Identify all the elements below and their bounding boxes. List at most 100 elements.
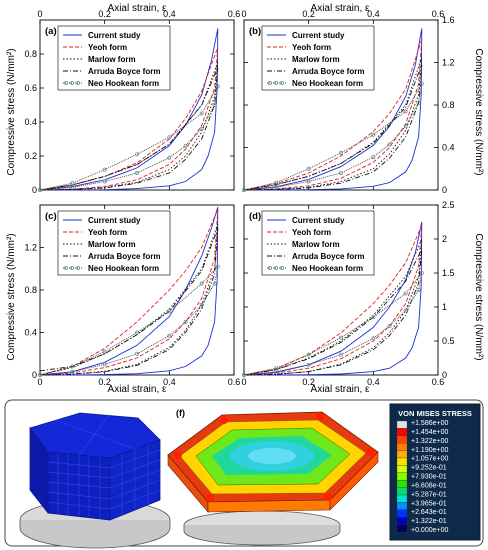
y-tick-label: 0.2	[24, 151, 37, 161]
series-point	[102, 362, 107, 367]
right-axis-label-bottom: Compressive stress (N/mm²)	[473, 233, 484, 360]
y-tick-label: 0.6	[24, 83, 37, 93]
bottom-axis-label-right: Axial strain, ε	[311, 384, 370, 395]
series-point	[339, 171, 343, 175]
fe-simulation-panel: (e) (f) VON MISES STRESS	[4, 399, 484, 549]
legend-label: Current study	[88, 31, 141, 40]
series-line-4	[243, 248, 423, 376]
colorbar-swatch	[396, 450, 408, 459]
colorbar-title: VON MISES STRESS	[398, 409, 472, 418]
colorbar-label: +3.965e-01	[411, 500, 447, 507]
series-line-4	[39, 67, 219, 191]
series-line-1	[243, 28, 423, 191]
legend-label: Marlow form	[292, 55, 340, 64]
subfigure-e-label: (e)	[27, 416, 38, 426]
top-axis-label: Axial strain, ε	[108, 3, 167, 14]
x-tick-label: 0.2	[302, 9, 315, 19]
legend-label: Yeoh form	[88, 43, 127, 52]
chart-panel-1: 0 0.2 0.4 0.6 0 0.2 0.4 0.6 0.8 (a) Current study Y…	[24, 9, 240, 195]
chart-panel-2: 0 0.2 0.4 0.6 0 0.4 0.8 1.2 1.6 (b) Current study Y…	[241, 9, 454, 195]
series-point	[102, 179, 107, 184]
x-tick-label: 0	[37, 9, 42, 19]
legend-label: Marlow form	[88, 55, 136, 64]
y-tick-label: 0	[32, 370, 37, 380]
legend-label: Current study	[292, 31, 345, 40]
series-point	[199, 126, 204, 131]
y-tick-label: 0	[32, 185, 37, 195]
series-point	[102, 167, 107, 172]
series-point	[306, 352, 311, 357]
series-point	[274, 185, 279, 190]
y-tick-label: 1.6	[442, 15, 455, 25]
x-tick-label: 0	[37, 377, 42, 387]
y-tick-label: 1	[442, 302, 447, 312]
series-point	[167, 309, 172, 314]
x-tick-label: 0.6	[228, 9, 241, 19]
legend-label: Neo Hookean form	[88, 264, 159, 273]
series-point	[70, 364, 75, 369]
panel-label: (a)	[45, 26, 57, 37]
y-tick-label: 2	[442, 234, 447, 244]
legend-label: Arruda Boyce form	[88, 67, 160, 76]
series-point	[199, 111, 204, 116]
series-point	[102, 349, 107, 354]
legend: Current study Yeoh form Marlow form Arruda …	[261, 210, 375, 276]
series-point	[70, 185, 75, 190]
subfigure-f-label: (f)	[176, 408, 185, 418]
figure-labels: Axial strain, ε Axial strain, ε Axial st…	[6, 3, 484, 395]
series-point	[403, 124, 408, 129]
legend-label: Neo Hookean form	[292, 264, 363, 273]
colorbar-label: +1.057e+00	[411, 456, 448, 463]
series-point	[242, 188, 246, 192]
series-point	[135, 152, 139, 157]
y-tick-label: 0.5	[442, 336, 455, 346]
series-point	[419, 81, 424, 86]
colorbar-swatch	[396, 472, 408, 481]
colorbar-label: +5.287e-01	[411, 491, 447, 498]
mesh-lines	[47, 414, 161, 519]
series-point	[306, 179, 311, 184]
y-tick-label: 2.5	[442, 200, 455, 210]
colorbar-swatch	[396, 420, 408, 429]
colorbar-swatch	[396, 428, 408, 436]
left-axis-label-bottom: Compressive stress (N/mm²)	[6, 233, 17, 360]
series-point	[306, 166, 311, 171]
y-tick-label: 0	[442, 370, 447, 380]
x-tick-label: 0.4	[367, 9, 380, 19]
x-tick-label: 0.2	[98, 377, 111, 387]
series-line-5	[243, 272, 423, 376]
legend: Current study Yeoh form Marlow form Arruda …	[261, 25, 375, 91]
series-point	[403, 308, 408, 313]
x-tick-label: 0.6	[228, 377, 241, 387]
series-point	[135, 330, 139, 335]
series-point	[371, 336, 376, 341]
y-tick-label: 0.8	[442, 100, 455, 110]
colorbar-swatches	[396, 420, 408, 533]
series-point	[212, 103, 217, 107]
colorbar-labels: +1.586e+00 +1.454e+00 +1.322e+00 +1.190e+00…	[411, 420, 448, 534]
series-point	[212, 281, 217, 286]
series-line-2	[39, 209, 219, 376]
x-tick-label: 0.2	[302, 377, 315, 387]
colorbar-swatch	[396, 457, 408, 466]
series-point	[371, 155, 376, 160]
colorbar-label: +6.608e-01	[411, 482, 447, 489]
legend: Current study Yeoh form Marlow form Arruda …	[57, 25, 171, 91]
series-point	[339, 150, 343, 155]
series-point	[274, 180, 279, 185]
series-point	[70, 181, 75, 186]
series-line-5	[39, 86, 219, 191]
series-line-4	[39, 228, 219, 376]
panel-label: (c)	[45, 211, 57, 222]
colorbar-label: +1.454e+00	[411, 429, 448, 436]
y-tick-label: 1.2	[442, 58, 455, 68]
y-tick-label: 1.2	[24, 243, 37, 253]
series-line-2	[39, 47, 219, 191]
colorbar-swatch	[396, 517, 408, 525]
chart-panel-3: 0 0.2 0.4 0.6 0 0.4 0.8 1.2 (c) Current study Yeoh…	[24, 204, 241, 387]
x-tick-label: 0.2	[98, 9, 111, 19]
y-tick-label: 0.8	[24, 285, 37, 295]
legend-label: Yeoh form	[292, 43, 331, 52]
legend: Current study Yeoh form Marlow form Arruda …	[57, 210, 171, 276]
series-line-5	[39, 265, 219, 376]
